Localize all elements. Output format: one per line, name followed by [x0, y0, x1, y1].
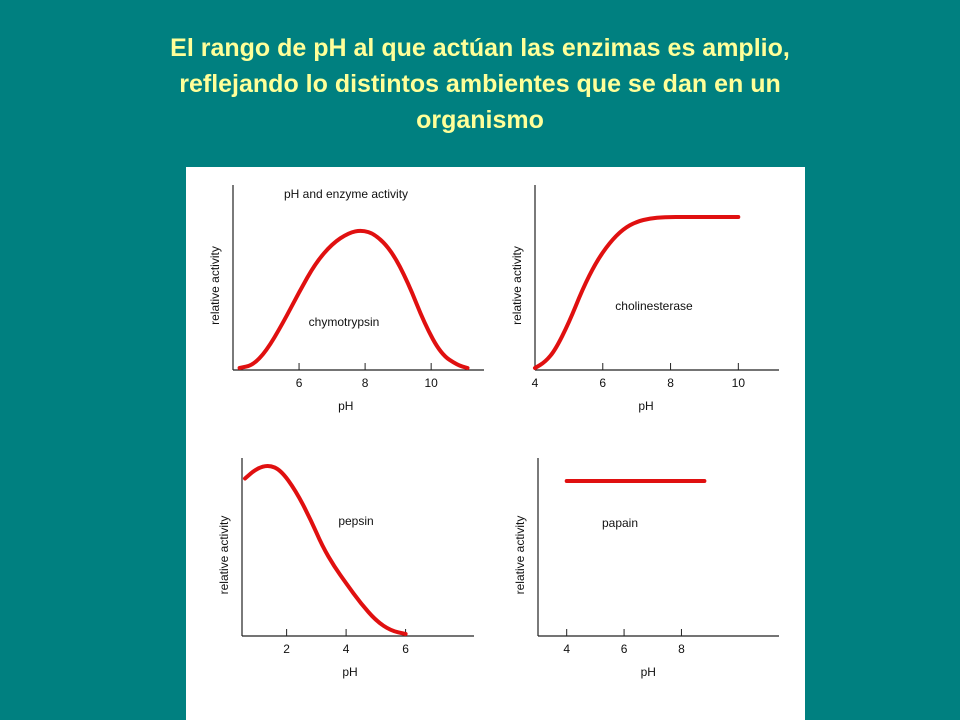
panel-1-x-tick-label: 10: [424, 376, 438, 390]
panel-1-y-axis-label: relative activity: [208, 246, 222, 325]
slide-title-line-3: organismo: [416, 106, 544, 134]
panel-3-x-axis-label: pH: [342, 665, 357, 679]
panel-3-activity-curve: [243, 464, 408, 636]
panel-2-activity-curve: [533, 215, 741, 370]
panel-1-x-axis-label: pH: [338, 399, 353, 413]
panel-2-x-tick-label: 4: [532, 376, 539, 390]
slide-title-line-1: El rango de pH al que actúan las enzimas…: [170, 34, 790, 62]
charts-canvas: 6 8 10 pH relative activity pH and enzyme act…: [208, 185, 779, 679]
panel-2-series-label: cholinesterase: [615, 299, 693, 313]
panel-1-series-label: chymotrypsin: [309, 315, 380, 329]
panel-3-series-label: pepsin: [338, 514, 373, 528]
panel-4-x-axis-label: pH: [641, 665, 656, 679]
enzyme-activity-figure: 6 8 10 pH relative activity pH and enzyme act…: [186, 167, 805, 720]
panel-3-x-tick-label: 6: [402, 642, 409, 656]
panel-1-x-tick-label: 8: [362, 376, 369, 390]
panel-2-y-axis-label: relative activity: [510, 246, 524, 325]
panel-2-x-tick-label: 6: [599, 376, 606, 390]
panel-3-x-tick-label: 2: [283, 642, 290, 656]
panel-4-series-label: papain: [602, 516, 638, 530]
panel-1-x-tick-label: 6: [296, 376, 303, 390]
panel-4-y-axis-label: relative activity: [513, 516, 527, 595]
panel-4-x-tick-label: 6: [621, 642, 628, 656]
slide-title-line-2: reflejando lo distintos ambientes que se…: [179, 70, 781, 98]
panel-3-y-axis-label: relative activity: [217, 516, 231, 595]
panel-1-activity-curve: [237, 228, 470, 370]
panel-3-x-tick-label: 4: [343, 642, 350, 656]
panel-4-x-tick-label: 4: [563, 642, 570, 656]
panel-2-x-axis-label: pH: [638, 399, 653, 413]
panel-4-x-tick-label: 8: [678, 642, 685, 656]
panel-2-x-tick-label: 8: [667, 376, 674, 390]
slide-title: El rango de pH al que actúan las enzimas…: [40, 30, 920, 138]
panel-1-chart-title: pH and enzyme activity: [284, 187, 408, 201]
panel-2-x-tick-label: 10: [732, 376, 746, 390]
